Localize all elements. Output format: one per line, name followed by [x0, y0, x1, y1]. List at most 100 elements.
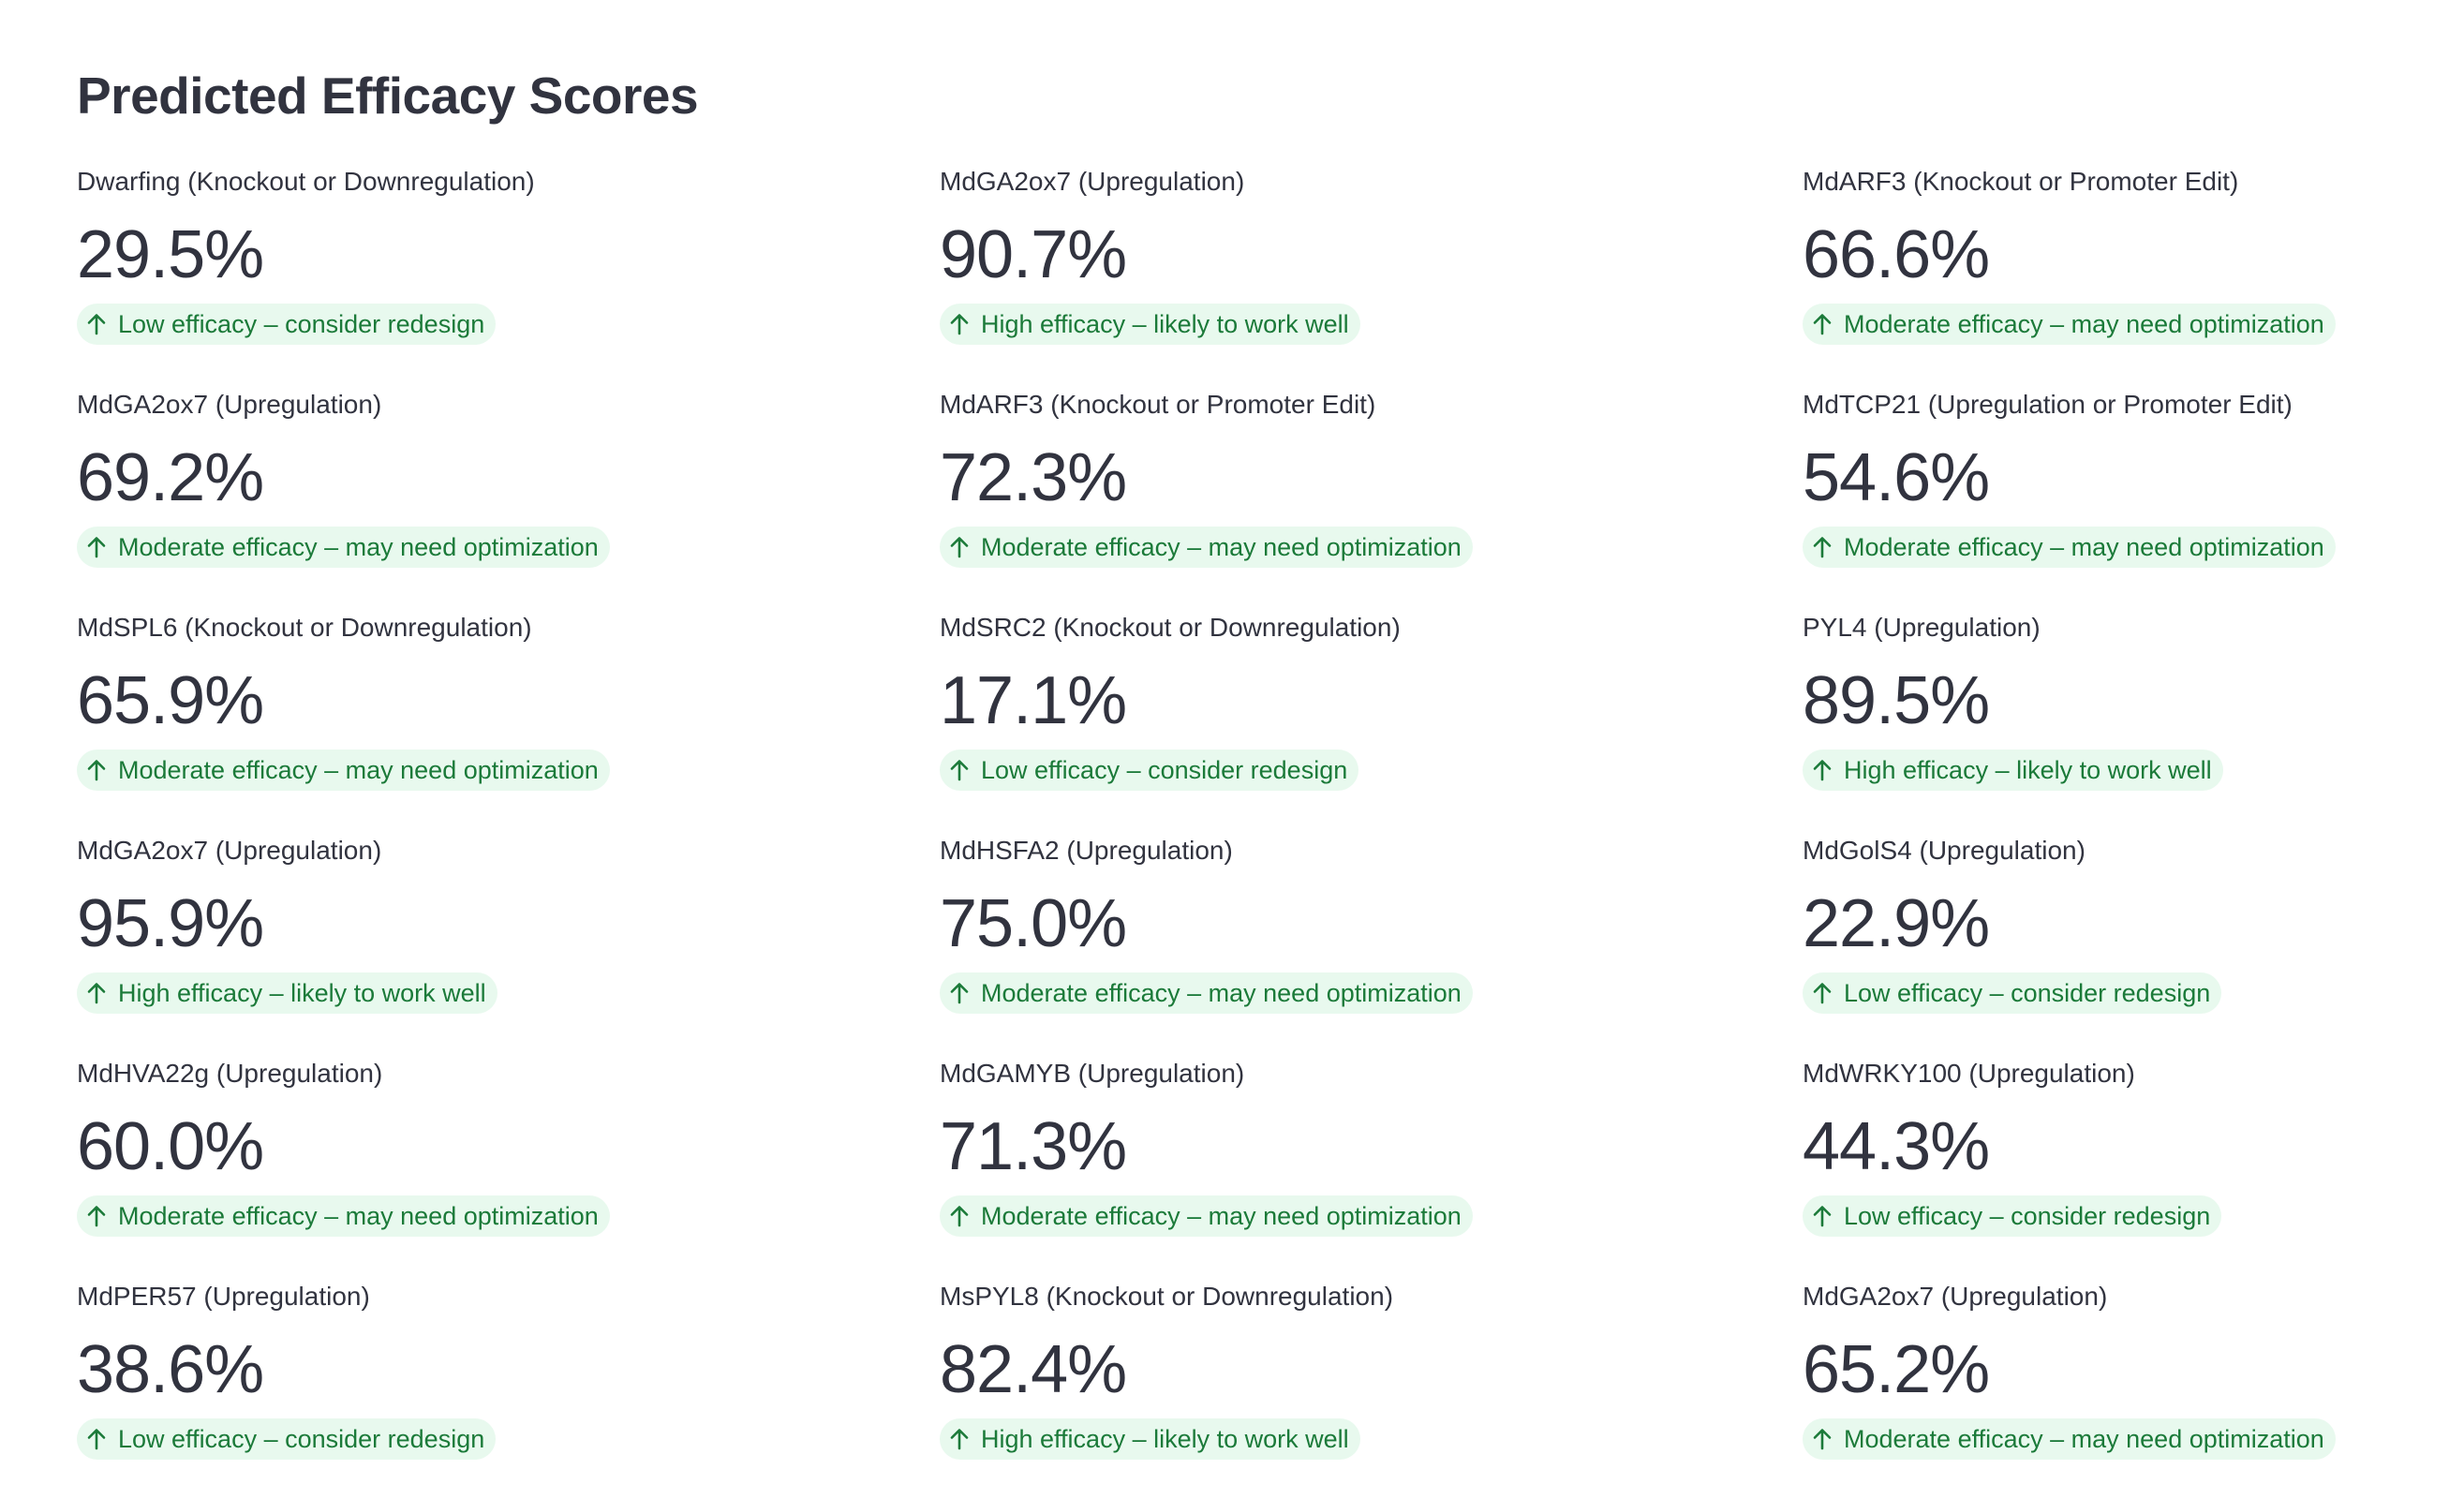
metric-delta: Moderate efficacy – may need optimizatio…: [77, 1195, 610, 1237]
metric-delta: Low efficacy – consider redesign: [1803, 972, 2222, 1014]
metric-delta-text: Moderate efficacy – may need optimizatio…: [1844, 310, 2324, 338]
metric-delta: Low efficacy – consider redesign: [77, 1418, 497, 1460]
arrow-up-icon: [947, 312, 972, 336]
metric-value: 44.3%: [1803, 1109, 1990, 1184]
metric-value: 60.0%: [77, 1109, 264, 1184]
arrow-up-icon: [84, 312, 109, 336]
metric-delta: High efficacy – likely to work well: [940, 304, 1360, 345]
arrow-up-icon: [84, 535, 109, 559]
metric-value: 65.2%: [1803, 1332, 1990, 1407]
metric-delta-text: Moderate efficacy – may need optimizatio…: [118, 1202, 599, 1230]
metrics-grid: Dwarfing (Knockout or Downregulation) 29…: [77, 161, 2434, 1499]
metric-label: MdGolS4 (Upregulation): [1803, 836, 2085, 865]
metric-value: 22.9%: [1803, 886, 1990, 961]
arrow-up-icon: [84, 758, 109, 782]
metric-card: MdGA2ox7 (Upregulation) 65.2% Moderate e…: [1803, 1276, 2434, 1499]
metric-label: PYL4 (Upregulation): [1803, 613, 2041, 642]
metric-value: 65.9%: [77, 663, 264, 738]
metric-delta: Moderate efficacy – may need optimizatio…: [1803, 527, 2336, 568]
metric-delta-text: Moderate efficacy – may need optimizatio…: [981, 533, 1462, 561]
metric-card: MdGA2ox7 (Upregulation) 95.9% High effic…: [77, 830, 940, 1053]
arrow-up-icon: [947, 981, 972, 1005]
metric-delta-text: Moderate efficacy – may need optimizatio…: [1844, 533, 2324, 561]
metric-label: MdARF3 (Knockout or Promoter Edit): [1803, 167, 2239, 196]
metric-card: MdSRC2 (Knockout or Downregulation) 17.1…: [940, 607, 1803, 830]
arrow-up-icon: [947, 535, 972, 559]
metric-label: MdWRKY100 (Upregulation): [1803, 1059, 2135, 1088]
metric-value: 71.3%: [940, 1109, 1127, 1184]
metric-label: MdGAMYB (Upregulation): [940, 1059, 1245, 1088]
metric-label: MdSRC2 (Knockout or Downregulation): [940, 613, 1401, 642]
metric-label: MdSPL6 (Knockout or Downregulation): [77, 613, 532, 642]
metric-card: MdHVA22g (Upregulation) 60.0% Moderate e…: [77, 1053, 940, 1276]
metric-card: Dwarfing (Knockout or Downregulation) 29…: [77, 161, 940, 384]
metric-delta: Low efficacy – consider redesign: [1803, 1195, 2222, 1237]
metric-delta-text: Moderate efficacy – may need optimizatio…: [118, 756, 599, 784]
arrow-up-icon: [947, 758, 972, 782]
arrow-up-icon: [1810, 535, 1834, 559]
metric-value: 54.6%: [1803, 440, 1990, 515]
metric-delta: Low efficacy – consider redesign: [940, 750, 1359, 791]
metric-card: MdWRKY100 (Upregulation) 44.3% Low effic…: [1803, 1053, 2434, 1276]
arrow-up-icon: [84, 1204, 109, 1228]
metric-delta-text: Moderate efficacy – may need optimizatio…: [981, 979, 1462, 1007]
metric-label: Dwarfing (Knockout or Downregulation): [77, 167, 535, 196]
metric-value: 38.6%: [77, 1332, 264, 1407]
metric-card: MdGA2ox7 (Upregulation) 90.7% High effic…: [940, 161, 1803, 384]
metric-card: PYL4 (Upregulation) 89.5% High efficacy …: [1803, 607, 2434, 830]
metric-label: MsPYL8 (Knockout or Downregulation): [940, 1282, 1394, 1311]
metric-delta: Moderate efficacy – may need optimizatio…: [940, 527, 1473, 568]
arrow-up-icon: [1810, 1204, 1834, 1228]
metric-delta-text: Low efficacy – consider redesign: [981, 756, 1348, 784]
arrow-up-icon: [1810, 981, 1834, 1005]
metric-label: MdARF3 (Knockout or Promoter Edit): [940, 390, 1376, 419]
arrow-up-icon: [1810, 758, 1834, 782]
metric-label: MdGA2ox7 (Upregulation): [940, 167, 1245, 196]
metric-label: MdPER57 (Upregulation): [77, 1282, 370, 1311]
metric-delta: Moderate efficacy – may need optimizatio…: [1803, 304, 2336, 345]
metric-value: 72.3%: [940, 440, 1127, 515]
metric-value: 69.2%: [77, 440, 264, 515]
metric-value: 17.1%: [940, 663, 1127, 738]
metric-delta: Moderate efficacy – may need optimizatio…: [940, 972, 1473, 1014]
metric-delta: Moderate efficacy – may need optimizatio…: [77, 527, 610, 568]
metric-label: MdHVA22g (Upregulation): [77, 1059, 383, 1088]
metric-delta-text: Moderate efficacy – may need optimizatio…: [981, 1202, 1462, 1230]
metric-card: MdGAMYB (Upregulation) 71.3% Moderate ef…: [940, 1053, 1803, 1276]
metric-delta-text: High efficacy – likely to work well: [118, 979, 486, 1007]
metric-delta: High efficacy – likely to work well: [1803, 750, 2223, 791]
arrow-up-icon: [84, 1427, 109, 1451]
metric-card: MsPYL8 (Knockout or Downregulation) 82.4…: [940, 1276, 1803, 1499]
metric-delta: Moderate efficacy – may need optimizatio…: [77, 750, 610, 791]
metric-card: MdHSFA2 (Upregulation) 75.0% Moderate ef…: [940, 830, 1803, 1053]
metric-value: 95.9%: [77, 886, 264, 961]
metric-delta: Moderate efficacy – may need optimizatio…: [940, 1195, 1473, 1237]
metric-card: MdARF3 (Knockout or Promoter Edit) 66.6%…: [1803, 161, 2434, 384]
arrow-up-icon: [947, 1427, 972, 1451]
metric-card: MdGA2ox7 (Upregulation) 69.2% Moderate e…: [77, 384, 940, 607]
metric-value: 82.4%: [940, 1332, 1127, 1407]
metric-value: 75.0%: [940, 886, 1127, 961]
metric-card: MdPER57 (Upregulation) 38.6% Low efficac…: [77, 1276, 940, 1499]
metric-delta-text: Moderate efficacy – may need optimizatio…: [1844, 1425, 2324, 1453]
metric-delta-text: High efficacy – likely to work well: [981, 310, 1349, 338]
metric-value: 89.5%: [1803, 663, 1990, 738]
metric-delta-text: Low efficacy – consider redesign: [1844, 1202, 2211, 1230]
metric-card: MdTCP21 (Upregulation or Promoter Edit) …: [1803, 384, 2434, 607]
metric-delta: High efficacy – likely to work well: [77, 972, 497, 1014]
page-title: Predicted Efficacy Scores: [77, 67, 699, 125]
metric-label: MdGA2ox7 (Upregulation): [77, 390, 382, 419]
metric-delta-text: Moderate efficacy – may need optimizatio…: [118, 533, 599, 561]
arrow-up-icon: [1810, 312, 1834, 336]
metric-value: 66.6%: [1803, 217, 1990, 292]
metric-delta-text: Low efficacy – consider redesign: [118, 310, 485, 338]
metric-delta: Moderate efficacy – may need optimizatio…: [1803, 1418, 2336, 1460]
metric-delta-text: Low efficacy – consider redesign: [118, 1425, 485, 1453]
metric-value: 29.5%: [77, 217, 264, 292]
arrow-up-icon: [947, 1204, 972, 1228]
metric-label: MdGA2ox7 (Upregulation): [77, 836, 382, 865]
metric-delta-text: High efficacy – likely to work well: [981, 1425, 1349, 1453]
arrow-up-icon: [84, 981, 109, 1005]
metric-card: MdGolS4 (Upregulation) 22.9% Low efficac…: [1803, 830, 2434, 1053]
